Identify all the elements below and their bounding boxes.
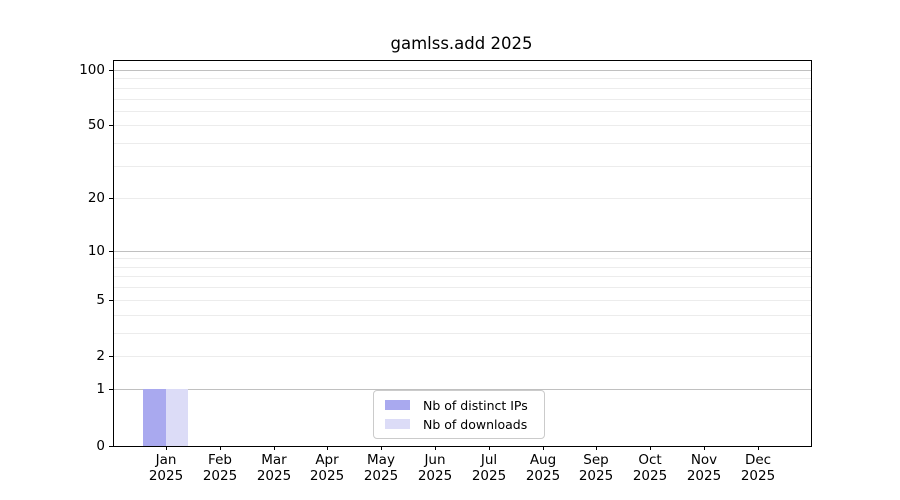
x-tick-year: 2025 <box>202 468 238 484</box>
minor-gridline <box>114 125 811 126</box>
y-axis-tick-label: 20 <box>87 190 105 206</box>
x-axis-tick <box>381 446 382 450</box>
x-axis-tick <box>220 446 221 450</box>
x-axis-tick-label: Feb 2025 <box>188 452 252 484</box>
x-axis-tick-label: Apr 2025 <box>295 452 359 484</box>
x-tick-year: 2025 <box>363 468 399 484</box>
x-tick-year: 2025 <box>471 468 507 484</box>
x-tick-year: 2025 <box>417 468 453 484</box>
downloads-swatch-icon <box>385 419 410 429</box>
minor-gridline <box>114 287 811 288</box>
minor-gridline <box>114 300 811 301</box>
x-axis-tick <box>274 446 275 450</box>
chart-title: gamlss.add 2025 <box>390 34 533 53</box>
y-axis-tick <box>109 300 113 301</box>
x-axis-tick <box>166 446 167 450</box>
minor-gridline <box>114 333 811 334</box>
major-gridline <box>114 251 811 252</box>
x-tick-year: 2025 <box>256 468 292 484</box>
y-axis-tick-label: 2 <box>96 348 105 364</box>
x-tick-month: Nov <box>690 452 718 468</box>
x-tick-year: 2025 <box>740 468 776 484</box>
x-axis-tick-label: Nov 2025 <box>672 452 736 484</box>
x-tick-month: Jul <box>480 452 498 468</box>
y-axis-tick <box>109 446 113 447</box>
x-axis-tick-label: Jun 2025 <box>403 452 467 484</box>
y-axis-tick-label: 10 <box>87 243 105 259</box>
x-tick-month: May <box>367 452 395 468</box>
x-tick-month: Apr <box>315 452 339 468</box>
x-tick-month: Dec <box>744 452 772 468</box>
minor-gridline <box>114 198 811 199</box>
x-axis-tick <box>435 446 436 450</box>
bar-distinct-ips <box>143 389 166 446</box>
x-axis-tick <box>543 446 544 450</box>
x-tick-year: 2025 <box>148 468 184 484</box>
y-axis-tick <box>109 356 113 357</box>
x-axis-tick <box>596 446 597 450</box>
y-axis-tick <box>109 70 113 71</box>
x-axis-tick <box>758 446 759 450</box>
minor-gridline <box>114 276 811 277</box>
legend-label-distinct-ips: Nb of distinct IPs <box>423 397 528 413</box>
x-axis-tick-label: Jan 2025 <box>134 452 198 484</box>
major-gridline <box>114 389 811 390</box>
x-tick-month: Sep <box>583 452 609 468</box>
minor-gridline <box>114 111 811 112</box>
y-axis-tick <box>109 198 113 199</box>
minor-gridline <box>114 99 811 100</box>
minor-gridline <box>114 78 811 79</box>
x-axis-tick-label: Mar 2025 <box>242 452 306 484</box>
y-axis-tick-label: 100 <box>79 62 105 78</box>
x-tick-year: 2025 <box>309 468 345 484</box>
bar-downloads <box>166 389 188 446</box>
minor-gridline <box>114 356 811 357</box>
x-tick-year: 2025 <box>578 468 614 484</box>
minor-gridline <box>114 166 811 167</box>
x-tick-year: 2025 <box>632 468 668 484</box>
plot-area <box>113 60 812 447</box>
distinct-ips-swatch-icon <box>385 400 410 410</box>
minor-gridline <box>114 88 811 89</box>
x-tick-year: 2025 <box>525 468 561 484</box>
x-axis-tick <box>489 446 490 450</box>
x-axis-tick-label: Oct 2025 <box>618 452 682 484</box>
y-axis-tick <box>109 251 113 252</box>
x-axis-tick-label: Jul 2025 <box>457 452 521 484</box>
legend-row-distinct-ips: Nb of distinct IPs <box>385 399 544 412</box>
minor-gridline <box>114 258 811 259</box>
y-axis-tick <box>109 389 113 390</box>
y-axis-tick <box>109 125 113 126</box>
x-tick-month: Jan <box>155 452 177 468</box>
x-tick-month: Oct <box>638 452 662 468</box>
x-tick-year: 2025 <box>686 468 722 484</box>
x-axis-tick-label: May 2025 <box>349 452 413 484</box>
x-axis-tick <box>650 446 651 450</box>
x-axis-tick-label: Aug 2025 <box>511 452 575 484</box>
legend: Nb of distinct IPs Nb of downloads <box>373 390 545 439</box>
x-tick-month: Jun <box>424 452 446 468</box>
minor-gridline <box>114 143 811 144</box>
y-axis-tick-label: 5 <box>96 292 105 308</box>
x-axis-tick <box>704 446 705 450</box>
minor-gridline <box>114 267 811 268</box>
x-axis-tick-label: Sep 2025 <box>564 452 628 484</box>
x-tick-month: Mar <box>261 452 287 468</box>
y-axis-tick-label: 1 <box>96 381 105 397</box>
y-axis-tick-label: 0 <box>96 438 105 454</box>
legend-row-downloads: Nb of downloads <box>385 418 544 431</box>
major-gridline <box>114 70 811 71</box>
legend-label-downloads: Nb of downloads <box>423 416 528 432</box>
y-axis-tick-label: 50 <box>87 117 105 133</box>
x-axis-tick <box>327 446 328 450</box>
x-tick-month: Aug <box>529 452 557 468</box>
minor-gridline <box>114 315 811 316</box>
x-tick-month: Feb <box>208 452 232 468</box>
x-axis-tick-label: Dec 2025 <box>726 452 790 484</box>
